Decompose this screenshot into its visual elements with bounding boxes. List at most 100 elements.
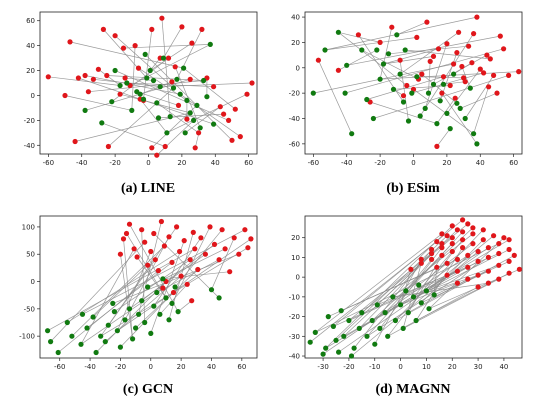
point-red-gcn-0	[120, 236, 127, 242]
point-green-gcn-34	[208, 287, 215, 293]
point-red-gcn-29	[211, 241, 218, 247]
point-green-gcn-31	[172, 284, 178, 290]
link-line-0	[69, 41, 184, 69]
point-red-magnn-34	[485, 245, 491, 251]
point-green-gcn-0	[45, 328, 51, 334]
point-green-magnn-22	[413, 317, 419, 324]
point-green-line-11	[150, 77, 157, 84]
point-red-line-5	[100, 26, 106, 32]
point-red-line-18	[162, 143, 168, 150]
point-green-line-12	[154, 100, 160, 106]
point-green-line-24	[194, 102, 200, 108]
point-green-magnn-7	[346, 317, 352, 324]
link-magnn-55	[428, 268, 520, 310]
point-red-gcn-21	[184, 281, 190, 287]
point-red-gcn-33	[227, 269, 233, 275]
point-red-line-45	[135, 65, 142, 71]
y-tick-label-esim--40: -40	[289, 115, 300, 123]
point-green-gcn-16	[126, 306, 133, 312]
link-esim-38	[338, 31, 381, 43]
point-red-gcn-12	[161, 243, 167, 249]
point-red-magnn-47	[475, 272, 481, 278]
point-red-esim-36	[506, 72, 512, 78]
x-tick-label-gcn--60: -60	[54, 363, 65, 371]
point-red-line-16	[154, 152, 160, 158]
point-green-magnn-10	[372, 341, 378, 347]
point-red-gcn-5	[142, 239, 148, 245]
point-red-line-23	[179, 24, 185, 30]
y-tick-label-magnn--30: -30	[289, 333, 300, 341]
link-line-27	[176, 29, 203, 80]
point-red-magnn-28	[501, 235, 507, 241]
point-green-magnn-1	[307, 339, 313, 345]
link-esim-15	[366, 76, 444, 100]
point-green-esim-4	[349, 131, 355, 137]
link-esim-12	[436, 128, 451, 147]
point-green-line-10	[147, 67, 153, 74]
axes-gcn: -60 -40 -20 0 20 40 60 -100 -50 0 50 100	[19, 223, 246, 371]
point-green-esim-14	[400, 99, 407, 105]
point-red-gcn-26	[198, 235, 204, 241]
point-red-line-20	[169, 79, 175, 85]
point-green-esim-29	[454, 100, 460, 106]
point-green-magnn-6	[351, 345, 357, 351]
link-esim-9	[421, 73, 458, 104]
point-red-esim-4	[389, 24, 395, 30]
links-line	[48, 18, 253, 156]
point-green-line-0	[82, 107, 88, 113]
link-magnn-54	[415, 272, 510, 321]
point-red-gcn-34	[231, 235, 237, 241]
plot-area-magnn	[304, 215, 523, 359]
point-red-gcn-36	[242, 227, 248, 233]
point-green-magnn-26	[426, 306, 432, 312]
link-magnn-52	[392, 282, 489, 298]
point-red-esim-28	[477, 66, 483, 72]
point-red-magnn-21	[429, 256, 435, 262]
caption-gcn: (c) GCN	[123, 382, 173, 397]
link-line-36	[166, 93, 248, 134]
point-red-line-3	[90, 76, 96, 82]
link-esim-18	[313, 63, 454, 94]
point-green-magnn-31	[338, 308, 344, 314]
link-gcn-32	[147, 248, 226, 288]
link-line-15	[156, 120, 194, 156]
link-magnn-0	[315, 233, 443, 333]
link-gcn-16	[120, 292, 174, 348]
point-green-esim-26	[444, 110, 450, 116]
link-magnn-45	[400, 282, 458, 306]
link-magnn-32	[322, 255, 468, 355]
point-red-magnn-0	[439, 231, 445, 237]
point-red-magnn-41	[485, 254, 491, 260]
point-green-magnn-30	[325, 314, 331, 320]
point-green-line-26	[201, 77, 207, 84]
point-red-gcn-42	[189, 298, 195, 304]
link-line-20	[174, 66, 201, 128]
point-red-magnn-51	[475, 284, 481, 290]
point-green-esim-23	[434, 121, 440, 127]
y-tick-label-line-20: 20	[26, 67, 35, 75]
x-tick-label-magnn-30: 30	[474, 363, 483, 371]
y-tick-label-line-60: 60	[26, 17, 35, 25]
point-red-magnn-49	[496, 262, 502, 268]
point-red-line-6	[104, 72, 110, 79]
point-green-gcn-8	[93, 349, 99, 356]
link-gcn-0	[123, 238, 133, 339]
point-green-gcn-7	[90, 314, 96, 320]
point-red-line-43	[105, 143, 111, 150]
point-green-magnn-3	[333, 337, 339, 343]
point-red-esim-41	[400, 93, 407, 99]
point-red-esim-17	[447, 82, 453, 89]
link-esim-23	[443, 81, 466, 85]
point-green-esim-31	[462, 115, 468, 122]
point-red-esim-2	[355, 32, 361, 38]
point-red-magnn-42	[496, 250, 502, 257]
point-green-line-9	[144, 75, 150, 81]
link-magnn-26	[421, 239, 484, 304]
point-green-magnn-32	[320, 351, 326, 357]
point-green-magnn-14	[385, 333, 391, 339]
point-green-esim-11	[390, 86, 397, 92]
link-esim-33	[460, 92, 498, 109]
caption-magnn: (d) MAGNN	[375, 382, 450, 397]
point-red-magnn-45	[454, 280, 460, 286]
link-gcn-18	[67, 251, 180, 323]
